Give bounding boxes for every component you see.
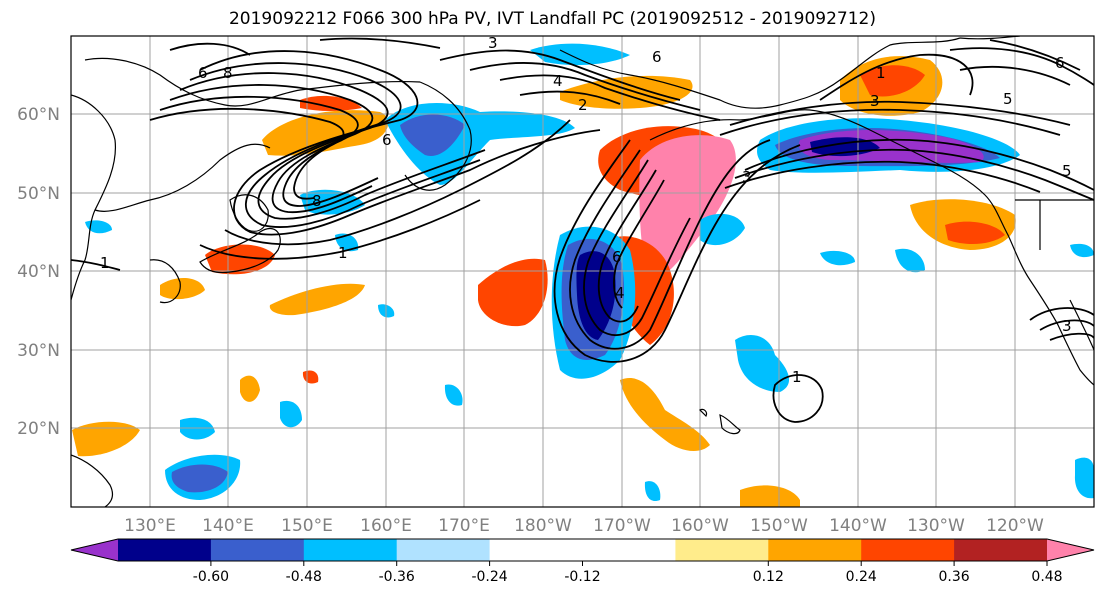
- colorbar-cell: [768, 539, 862, 561]
- contour-label: 1: [338, 244, 348, 262]
- lat-label: 40°N: [17, 262, 60, 282]
- coastlines: [71, 36, 1094, 507]
- hawaii-contour: [772, 374, 824, 423]
- colorbar-tick-label: 0.48: [1031, 569, 1062, 585]
- lat-label: 60°N: [17, 105, 60, 125]
- latitude-axis: 60°N 50°N 40°N 30°N 20°N: [17, 105, 60, 439]
- contour-label: 4: [615, 284, 625, 302]
- contour-lines: [71, 37, 1094, 423]
- contour-label: 6: [198, 64, 208, 82]
- shade-blob-trough-navy: [576, 251, 616, 340]
- contour-label: 2: [578, 96, 588, 114]
- lat-label: 50°N: [17, 184, 60, 204]
- contour-label: 1: [792, 368, 802, 386]
- lat-label: 20°N: [17, 419, 60, 439]
- contour-label-group: 6 8 3 4 2 6 8 1 1 6 4 3 6 3 1 6 5 5 3 1: [100, 34, 1072, 386]
- colorbar-cell: [582, 539, 676, 561]
- lon-label: 140°W: [829, 516, 887, 536]
- contour-label: 6: [382, 131, 392, 149]
- colorbar-extend-low: [71, 539, 118, 561]
- contour-label: 1: [876, 64, 886, 82]
- lon-label: 170°W: [593, 516, 651, 536]
- colorbar-tick-label: 0.24: [846, 569, 877, 585]
- lon-label: 150°E: [281, 516, 333, 536]
- shade-blob-japan-orange: [205, 244, 275, 275]
- longitude-axis: 130°E 140°E 150°E 160°E 170°E 180°W 170°…: [124, 516, 1044, 536]
- contour-label: 5: [1003, 90, 1013, 108]
- colorbar-tick-label: 0.36: [939, 569, 970, 585]
- colorbar-cell: [396, 539, 491, 561]
- colorbar: -0.60 -0.48 -0.36 -0.24 -0.12 0.12 0.24 0.36 0.4…: [70, 538, 1095, 585]
- lon-label: 120°W: [986, 516, 1044, 536]
- colorbar-tick-label: -0.24: [471, 569, 507, 585]
- contour-label: 1: [100, 254, 110, 272]
- shade-blob-pink: [639, 135, 736, 280]
- graticule: [71, 36, 1094, 507]
- lon-label: 140°E: [202, 516, 254, 536]
- lon-label: 150°W: [750, 516, 808, 536]
- lon-label: 160°E: [360, 516, 412, 536]
- lon-label: 130°E: [124, 516, 176, 536]
- lon-label: 180°W: [514, 516, 572, 536]
- contour-label: 6: [612, 248, 622, 266]
- contour-label: 8: [223, 64, 233, 82]
- colorbar-extend-high: [1047, 539, 1094, 561]
- colorbar-tick-label: -0.36: [379, 569, 415, 585]
- contour-label: 4: [553, 72, 563, 90]
- colorbar-cell: [675, 539, 769, 561]
- colorbar-tick-label: -0.12: [564, 569, 600, 585]
- colorbar-cell: [118, 539, 212, 561]
- colorbar-cell: [861, 539, 955, 561]
- contour-label: 5: [1062, 162, 1072, 180]
- colorbar-cell: [303, 539, 398, 561]
- lon-label: 130°W: [907, 516, 965, 536]
- contour-label: 3: [488, 34, 498, 52]
- colorbar-tick-label: -0.48: [286, 569, 322, 585]
- map-frame: [70, 35, 1095, 508]
- shade-blob-hawaii-orange: [620, 378, 710, 452]
- lon-label: 160°W: [671, 516, 729, 536]
- lat-label: 30°N: [17, 341, 60, 361]
- contour-label: 6: [1055, 54, 1065, 72]
- contour-label: 8: [312, 192, 322, 210]
- contour-label: 3: [870, 92, 880, 110]
- shade-blob-bering-blue: [530, 43, 630, 66]
- lon-label: 170°E: [438, 516, 490, 536]
- colorbar-tick-label: -0.60: [193, 569, 229, 585]
- colorbar-tick-label: 0.12: [753, 569, 784, 585]
- figure-title: 2019092212 F066 300 hPa PV, IVT Landfall…: [228, 9, 876, 29]
- contour-label: 3: [742, 168, 752, 186]
- coastline-alaska: [559, 37, 961, 109]
- contour-label: 6: [652, 48, 662, 66]
- colorbar-cell: [489, 539, 583, 561]
- colorbar-cell: [954, 539, 1048, 561]
- shading-layer: [72, 43, 1094, 507]
- contour-label: 3: [1062, 317, 1072, 335]
- colorbar-cell: [210, 539, 305, 561]
- shade-blob-central-orange: [478, 258, 548, 327]
- trough-contour: [569, 139, 771, 350]
